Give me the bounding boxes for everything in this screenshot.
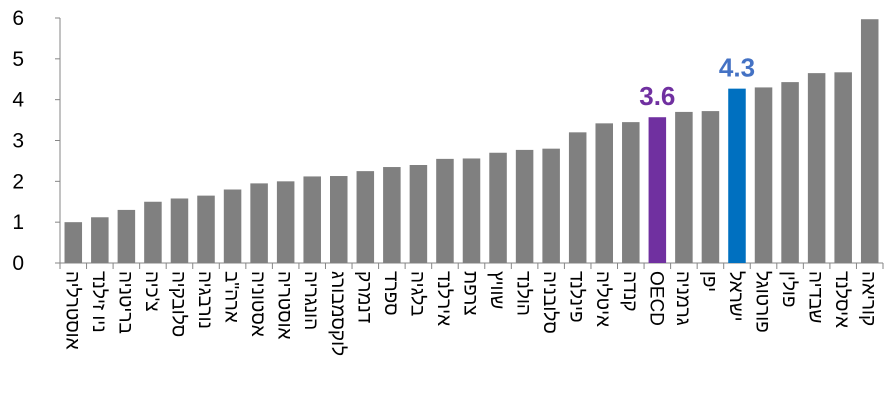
bar-0 <box>64 222 83 263</box>
data-label: 3.6 <box>639 81 675 111</box>
y-tick-label: 1 <box>12 211 24 234</box>
bar-4 <box>170 198 189 263</box>
bar-23 <box>675 111 693 264</box>
bar-5 <box>197 195 215 263</box>
category-label: צ'כיה <box>141 271 162 312</box>
category-label: הולנד <box>513 271 534 316</box>
bar-15 <box>462 158 481 263</box>
y-axis: 0 1 2 3 4 5 6 <box>12 7 61 275</box>
y-tick-label: 3 <box>12 130 24 153</box>
category-label: אוסטרליה <box>61 271 82 350</box>
bar-6 <box>223 189 242 263</box>
category-label: איסלנד <box>831 271 852 328</box>
bar-27 <box>781 82 799 263</box>
category-label: הונגריה <box>300 271 321 330</box>
category-label: אירלנד <box>433 271 454 326</box>
data-label: 4.3 <box>719 53 755 83</box>
bar-12 <box>383 167 401 263</box>
bar-8 <box>276 181 295 263</box>
bar-21 <box>622 122 640 263</box>
category-label: ניו זילנד <box>88 271 109 333</box>
bar-9 <box>303 176 321 263</box>
category-label: פולין <box>778 271 799 307</box>
bar-14 <box>436 158 454 263</box>
category-label: לוקסמבורג <box>327 271 348 356</box>
category-label: קנדה <box>619 271 640 312</box>
y-tick-label: 6 <box>12 7 24 30</box>
bar-24 <box>701 111 720 263</box>
bar-29 <box>834 72 852 263</box>
y-tick-label: 4 <box>12 89 24 112</box>
y-tick-label: 2 <box>12 170 24 193</box>
category-label: ארה"ב <box>221 271 242 323</box>
category-label: יפן <box>698 271 719 292</box>
category-label: אסטוניה <box>247 271 268 337</box>
bar-11 <box>356 171 375 263</box>
category-label: בריטניה <box>114 271 135 334</box>
bar-1 <box>91 217 109 263</box>
y-tick-label: 0 <box>12 252 24 275</box>
category-label: דנמרק <box>353 271 374 324</box>
category-label: גרמניה <box>672 271 693 326</box>
bar-19 <box>568 132 587 263</box>
category-label: אוסטריה <box>274 271 295 340</box>
bar-25 <box>728 88 746 264</box>
bar-10 <box>329 176 348 263</box>
category-label: נורבגיה <box>194 271 215 329</box>
bar-16 <box>489 152 507 263</box>
bar-7 <box>250 183 268 263</box>
category-labels: אוסטרליה ניו זילנד בריטניה צ'כיה סלובקיה נורב… <box>61 271 878 356</box>
category-label: בלגיה <box>406 271 427 316</box>
category-label: קוריאה <box>858 271 879 326</box>
bar-22 <box>648 117 667 263</box>
bar-3 <box>144 201 162 263</box>
category-label: פורטוגל <box>752 271 773 333</box>
bar-26 <box>754 87 773 264</box>
bar-13 <box>409 165 428 263</box>
bar-20 <box>595 123 614 263</box>
category-label: סלובקיה <box>167 271 188 337</box>
category-label: שבדיה <box>805 271 826 323</box>
category-label: שוויץ <box>486 271 507 309</box>
bar-30 <box>860 19 879 263</box>
category-label: פינלנד <box>566 271 587 323</box>
bar-2 <box>117 209 136 263</box>
category-label: סלובניה <box>539 271 560 334</box>
y-tick-label: 5 <box>12 48 24 71</box>
category-label: איטליה <box>592 271 613 327</box>
bar-17 <box>515 149 534 263</box>
category-label: ישראל <box>725 271 746 322</box>
category-label: ספרד <box>380 271 401 316</box>
bar-28 <box>807 73 826 263</box>
data-labels: 3.6 4.3 <box>639 53 755 112</box>
x-axis <box>59 262 884 269</box>
bars <box>64 19 879 264</box>
category-label: OECD <box>645 271 666 326</box>
bar-18 <box>542 148 560 263</box>
category-label: צרפת <box>460 271 481 316</box>
